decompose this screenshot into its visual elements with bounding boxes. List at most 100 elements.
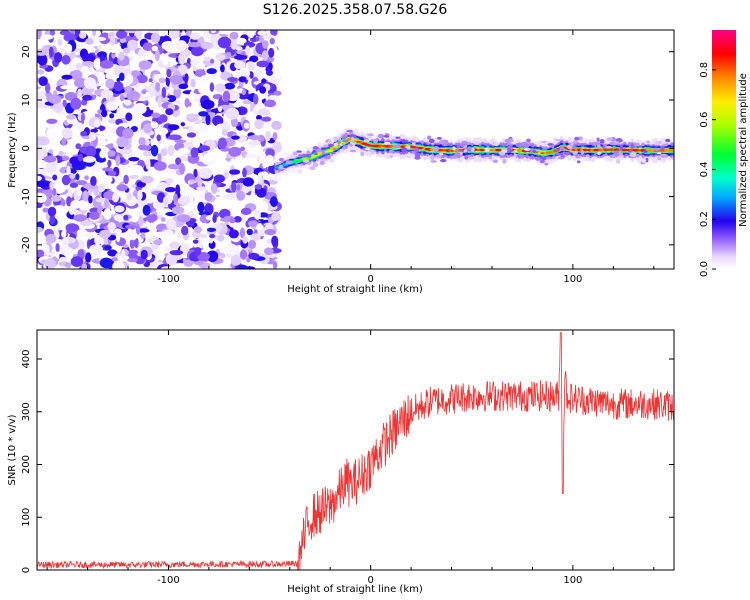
noise-blob [233,216,242,223]
noise-blob [220,64,225,73]
ridge-fringe [630,144,635,149]
noise-blob [160,217,166,222]
ridge-fringe [554,148,560,152]
snr-ticks: -100 0 100 0 100 200 300 400 [21,330,674,586]
noise-blob [181,225,189,236]
noise-blob [37,249,45,258]
y-tick-label: -20 [21,237,32,253]
noise-blob [57,39,63,46]
noise-blob [205,114,211,126]
noise-blob [246,228,253,236]
noise-blob [99,229,112,239]
noise-blob [70,256,84,267]
noise-blob [63,33,77,42]
noise-blob [267,95,279,101]
noise-blob [255,36,260,42]
ridge-fringe [432,148,439,152]
noise-blob [233,54,248,60]
noise-blob [177,196,190,205]
y-tick-label: 0 [21,145,32,151]
noise-blob [93,58,102,70]
noise-blob [143,123,152,134]
noise-blob [52,174,58,181]
noise-blob [76,121,81,131]
noise-blob [90,128,99,133]
noise-blob [107,159,112,168]
ridge-fringe [333,142,339,146]
noise-blob [48,46,54,58]
noise-blob [225,51,232,58]
ridge-fringe [660,146,665,150]
ridge-fringe [340,149,344,152]
noise-blob [99,257,113,269]
noise-blob [228,146,242,157]
noise-blob [161,87,167,99]
ridge-fringe [463,149,467,153]
noise-blob [273,90,282,96]
heatmap-signal-ridge [274,127,674,178]
noise-blob [88,195,93,204]
noise-blob [80,220,93,227]
ridge-fringe [468,156,475,160]
ridge-fringe [414,152,421,157]
noise-blob [216,131,223,136]
noise-blob [37,136,50,146]
noise-blob [243,122,250,129]
noise-blob [129,238,135,249]
ridge-fringe [577,136,583,141]
ridge-cell [332,145,339,149]
noise-blob [198,167,213,179]
ridge-fringe [312,162,319,168]
ridge-fringe [377,133,384,139]
noise-blob [69,182,79,188]
colorbar-tick-label: 0.2 [699,211,710,227]
y-tick-label: 10 [21,94,32,107]
noise-blob [157,96,162,108]
ridge-fringe [566,144,573,150]
noise-blob [70,97,82,110]
ridge-fringe [450,155,458,159]
noise-blob [130,164,143,174]
noise-blob [55,243,60,253]
noise-blob [230,39,238,50]
noise-blob [150,32,161,44]
noise-blob [160,266,175,269]
noise-blob [273,70,281,79]
noise-blob [194,189,199,202]
ridge-fringe [534,157,542,161]
chart-title: S126.2025.358.07.58.G26 [263,2,448,18]
noise-blob [100,43,109,50]
noise-blob [40,34,54,40]
noise-blob [242,236,248,244]
x-tick-label: 100 [563,575,582,586]
noise-blob [193,93,200,100]
noise-blob [154,49,160,62]
noise-blob [209,82,215,92]
noise-blob [145,158,151,170]
noise-blob [158,30,167,37]
noise-blob [264,100,276,108]
noise-blob [272,141,283,153]
noise-blob [82,94,93,101]
ridge-fringe [392,144,399,149]
noise-blob [140,232,146,240]
noise-blob [240,211,246,224]
ridge-fringe [292,151,298,156]
noise-blob [45,244,50,257]
noise-blob [173,193,178,204]
noise-blob [112,260,125,269]
noise-blob [151,45,158,52]
ridge-fringe [540,156,546,160]
noise-blob [37,149,45,161]
x-tick-label: -100 [157,575,180,586]
ridge-fringe [401,139,407,143]
noise-blob [108,43,122,54]
ridge-fringe [654,140,660,145]
spectrogram-frame [36,29,675,270]
noise-blob [131,184,137,188]
noise-blob [76,228,88,238]
noise-blob [248,252,260,260]
noise-blob [172,84,180,90]
noise-blob [81,68,91,75]
